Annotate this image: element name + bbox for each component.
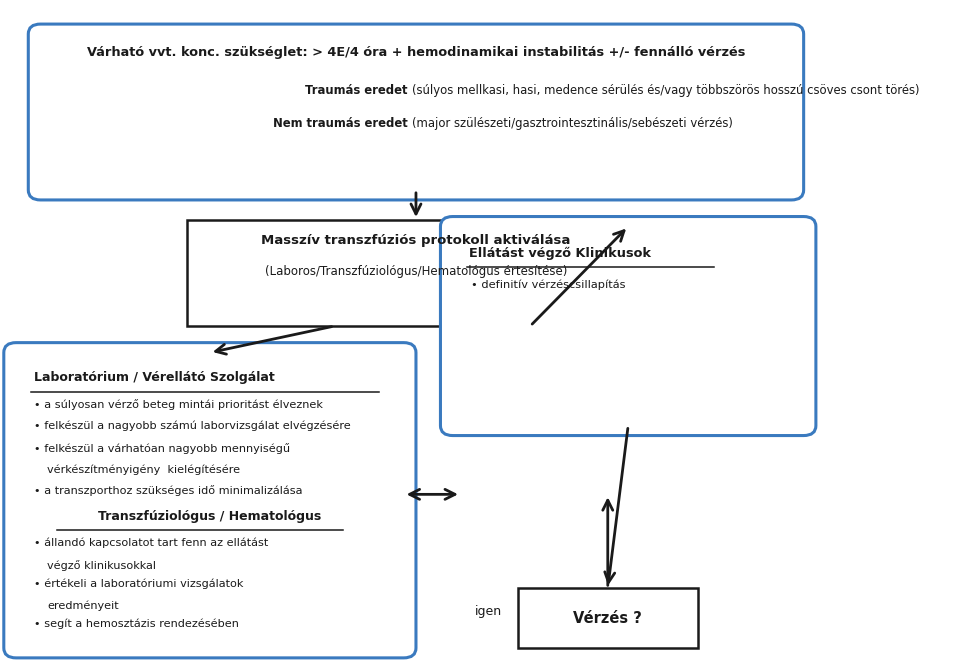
Text: Masszív transzfúziós protokoll aktiválása: Masszív transzfúziós protokoll aktiválás… — [261, 235, 570, 247]
Text: • segít a hemosztázis rendezésében: • segít a hemosztázis rendezésében — [34, 619, 239, 629]
Text: • értékeli a laboratóriumi vizsgálatok: • értékeli a laboratóriumi vizsgálatok — [34, 578, 244, 589]
FancyBboxPatch shape — [187, 220, 644, 326]
Text: Ellátást végző Klinikusok: Ellátást végző Klinikusok — [469, 247, 651, 259]
Text: Transzfúziológus / Hematológus: Transzfúziológus / Hematológus — [98, 510, 322, 523]
Text: vérkészítményigény  kielégítésére: vérkészítményigény kielégítésére — [47, 465, 240, 475]
FancyBboxPatch shape — [28, 24, 804, 200]
FancyBboxPatch shape — [518, 588, 698, 648]
Text: Traumás eredet: Traumás eredet — [305, 84, 412, 97]
Text: Várható vvt. konc. szükséglet: > 4E/4 óra + hemodinamikai instabilitás +/- fenná: Várható vvt. konc. szükséglet: > 4E/4 ór… — [86, 46, 745, 59]
Text: • definitív vérzéscsillapítás: • definitív vérzéscsillapítás — [470, 280, 625, 290]
FancyBboxPatch shape — [4, 343, 416, 658]
Text: Vérzés ?: Vérzés ? — [573, 611, 642, 626]
Text: végző klinikusokkal: végző klinikusokkal — [47, 560, 156, 571]
Text: • a súlyosan vérző beteg mintái prioritást élveznek: • a súlyosan vérző beteg mintái prioritá… — [34, 399, 323, 410]
Text: Nem traumás eredet: Nem traumás eredet — [274, 117, 412, 130]
Text: (major szülészeti/gasztrointesztinális/sebészeti vérzés): (major szülészeti/gasztrointesztinális/s… — [412, 117, 732, 130]
Text: • a transzporthoz szükséges idő minimalizálása: • a transzporthoz szükséges idő minimali… — [34, 485, 302, 496]
Text: • felkészül a nagyobb számú laborvizsgálat elvégzésére: • felkészül a nagyobb számú laborvizsgál… — [34, 421, 350, 431]
Text: eredményeit: eredményeit — [47, 600, 119, 611]
Text: igen: igen — [474, 605, 502, 618]
Text: (Laboros/Transzfúziológus/Hematológus értesítése): (Laboros/Transzfúziológus/Hematológus ér… — [265, 265, 567, 278]
Text: Laboratórium / Vérellátó Szolgálat: Laboratórium / Vérellátó Szolgálat — [34, 371, 275, 384]
FancyBboxPatch shape — [441, 216, 816, 435]
Text: • állandó kapcsolatot tart fenn az ellátást: • állandó kapcsolatot tart fenn az ellát… — [34, 538, 268, 548]
Text: (súlyos mellkasi, hasi, medence sérülés és/vagy többszörös hosszú csöves csont t: (súlyos mellkasi, hasi, medence sérülés … — [412, 84, 920, 97]
Text: • felkészül a várhatóan nagyobb mennyiségű: • felkészül a várhatóan nagyobb mennyisé… — [34, 443, 290, 454]
